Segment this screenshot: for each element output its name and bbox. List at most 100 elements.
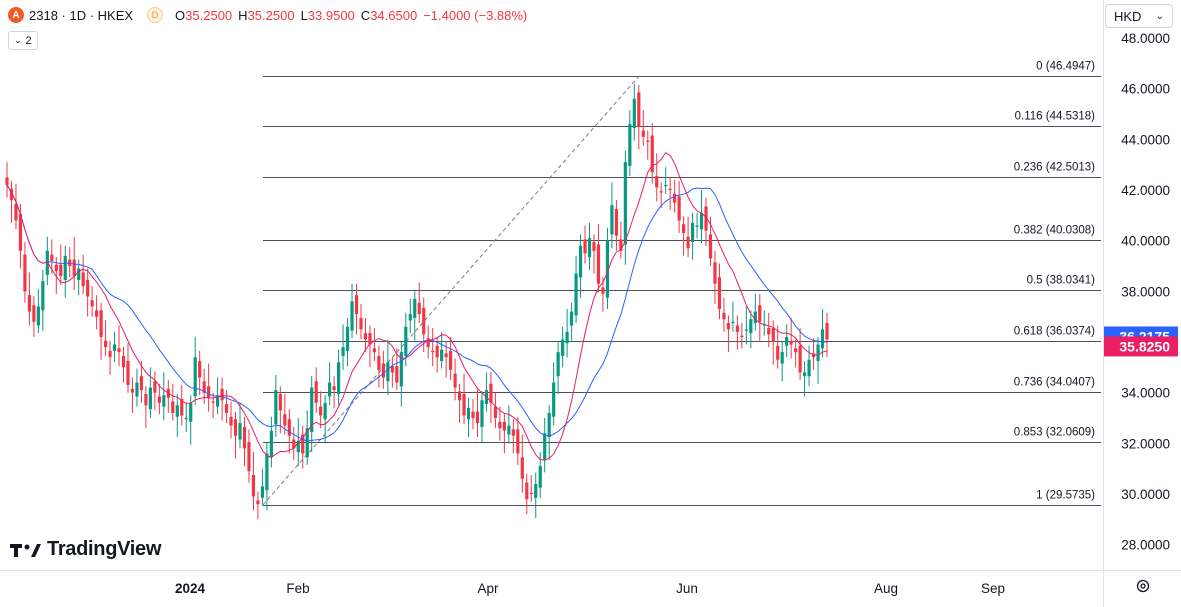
indicator-count: 2 bbox=[25, 34, 32, 47]
candle-body bbox=[785, 336, 789, 346]
price-tick-label: 34.0000 bbox=[1121, 386, 1170, 401]
candle-body bbox=[422, 307, 426, 335]
candle-body bbox=[390, 366, 394, 373]
candle-body bbox=[534, 483, 538, 498]
candle-body bbox=[489, 383, 493, 403]
candle-body bbox=[224, 404, 229, 413]
candle-body bbox=[417, 302, 421, 315]
candle-body bbox=[292, 439, 296, 449]
candle-body bbox=[50, 254, 54, 261]
fib-level-label: 0.736 (34.0407) bbox=[1014, 377, 1095, 389]
candle-body bbox=[659, 191, 663, 193]
candle-body bbox=[596, 244, 601, 284]
tradingview-logo[interactable]: TradingView bbox=[10, 538, 161, 561]
moving-averages bbox=[6, 152, 828, 461]
candle-body bbox=[677, 196, 681, 221]
candle-body bbox=[682, 224, 686, 234]
price-tick-label: 28.0000 bbox=[1121, 538, 1170, 553]
candle-body bbox=[632, 98, 636, 128]
candle-body bbox=[753, 311, 757, 323]
candle-body bbox=[610, 205, 614, 235]
candle-body bbox=[735, 325, 739, 332]
candle-body bbox=[328, 382, 332, 397]
candle-body bbox=[193, 357, 197, 397]
candle-body bbox=[650, 135, 654, 173]
candle-body bbox=[722, 312, 726, 320]
candle-body bbox=[278, 393, 282, 411]
candle-body bbox=[220, 388, 224, 401]
ma-fast-last-value-label-bg bbox=[1104, 336, 1178, 357]
candle-body bbox=[157, 396, 161, 403]
price-tick-label: 32.0000 bbox=[1121, 436, 1170, 451]
candle-body bbox=[14, 203, 18, 221]
candle-body bbox=[435, 345, 439, 358]
candle-body bbox=[121, 355, 126, 368]
candle-body bbox=[251, 475, 256, 497]
candle-body bbox=[238, 423, 242, 440]
candle-body bbox=[54, 264, 58, 272]
candle-body bbox=[637, 92, 641, 127]
candle-body bbox=[587, 238, 592, 258]
candle-body bbox=[332, 386, 336, 391]
candle-body bbox=[493, 406, 498, 418]
candle-body bbox=[162, 395, 166, 407]
candle-body bbox=[816, 344, 820, 361]
candle-body bbox=[368, 333, 372, 345]
candle-body bbox=[274, 390, 278, 425]
candle-body bbox=[336, 362, 341, 394]
candle-body bbox=[202, 381, 206, 393]
price-tick-label: 38.0000 bbox=[1121, 284, 1170, 299]
candle-body bbox=[440, 349, 444, 361]
candle-body bbox=[404, 326, 408, 356]
high-value: H35.2500 bbox=[238, 7, 295, 23]
candle-body bbox=[502, 421, 506, 431]
candle-body bbox=[529, 492, 533, 494]
candle-body bbox=[296, 440, 300, 453]
candle-body bbox=[413, 298, 417, 318]
candle-body bbox=[135, 382, 139, 397]
candle-body bbox=[139, 376, 144, 391]
symbol-title[interactable]: 2318 · 1D · HKEX bbox=[29, 7, 134, 23]
indicator-toggle-button[interactable]: ⌄ 2 bbox=[8, 31, 38, 50]
candle-body bbox=[623, 162, 627, 245]
candle-body bbox=[256, 500, 260, 505]
candle-body bbox=[646, 140, 650, 142]
candle-body bbox=[480, 400, 484, 427]
currency-select[interactable]: HKD ⌄ bbox=[1105, 4, 1173, 28]
candle-body bbox=[341, 347, 345, 356]
tradingview-wordmark: TradingView bbox=[47, 538, 162, 560]
candle-body bbox=[310, 387, 314, 432]
candle-body bbox=[117, 348, 121, 353]
candle-body bbox=[704, 206, 708, 231]
settings-gear-icon[interactable] bbox=[1135, 578, 1151, 594]
candle-body bbox=[242, 426, 247, 449]
candle-body bbox=[23, 254, 27, 292]
candle-body bbox=[466, 407, 471, 420]
candle-body bbox=[444, 353, 448, 358]
candle-body bbox=[453, 373, 457, 388]
candle-body bbox=[345, 326, 350, 351]
moving-average-fast-line bbox=[6, 152, 828, 461]
candle-body bbox=[180, 399, 184, 416]
candle-body bbox=[265, 453, 269, 491]
candle-body bbox=[520, 457, 524, 479]
time-tick-label: 2024 bbox=[175, 581, 206, 596]
candle-body bbox=[148, 387, 152, 410]
low-value: L33.9500 bbox=[300, 7, 355, 23]
time-tick-label: Sep bbox=[981, 581, 1005, 596]
fib-level-label: 0.5 (38.0341) bbox=[1027, 275, 1096, 287]
candle-body bbox=[690, 222, 695, 242]
candle-body bbox=[63, 255, 67, 280]
candle-body bbox=[59, 264, 63, 277]
candle-body bbox=[507, 425, 511, 435]
candle-body bbox=[726, 323, 731, 330]
candle-body bbox=[820, 329, 825, 349]
candle-body bbox=[758, 305, 762, 322]
candle-body bbox=[372, 348, 377, 353]
candle-body bbox=[41, 281, 45, 311]
candle-body bbox=[198, 361, 202, 378]
candle-body bbox=[216, 395, 220, 407]
candle-body bbox=[229, 416, 233, 426]
delayed-data-badge[interactable]: D bbox=[147, 7, 164, 23]
